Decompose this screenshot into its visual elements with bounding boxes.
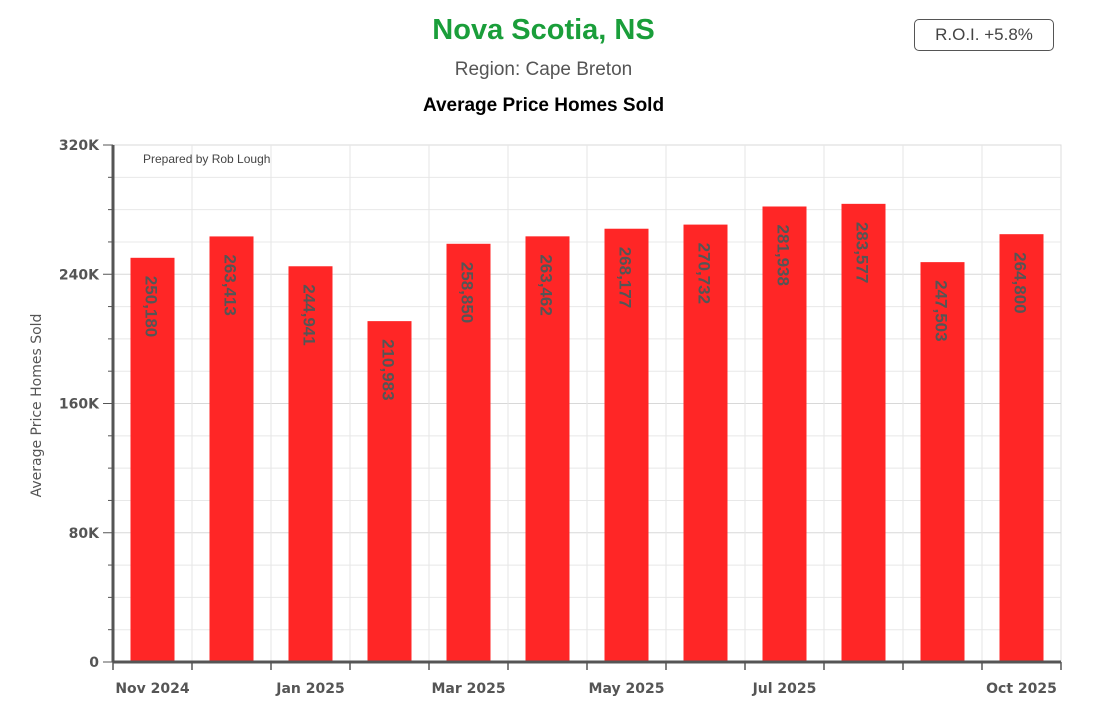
bar-apr-2025[interactable]	[525, 236, 570, 662]
bar-value-label: 210,983	[379, 339, 398, 400]
y-tick-label: 240K	[59, 267, 100, 283]
bar-feb-2025[interactable]	[367, 321, 412, 662]
y-tick-label: 160K	[59, 397, 100, 413]
bar-value-label: 263,462	[537, 254, 556, 315]
bar-value-label: 268,177	[616, 247, 635, 308]
x-tick-label: Jul 2025	[752, 681, 817, 697]
bar-value-label: 263,413	[221, 254, 240, 315]
bar-jan-2025[interactable]	[288, 266, 333, 662]
x-tick-label: Jan 2025	[275, 681, 344, 697]
x-tick-label: Mar 2025	[431, 681, 505, 697]
roi-badge[interactable]: R.O.I. +5.8%	[914, 19, 1054, 51]
region-subtitle: Region: Cape Breton	[454, 59, 633, 80]
chart-title: Average Price Homes Sold	[422, 95, 665, 116]
bar-value-label: 270,732	[695, 243, 714, 304]
x-tick-label: Nov 2024	[115, 681, 190, 697]
bar-value-label: 281,938	[774, 224, 793, 285]
bar-value-label: 258,850	[458, 262, 477, 323]
x-tick-label: Oct 2025	[986, 681, 1057, 697]
bar-sep-2025[interactable]	[920, 262, 965, 662]
bar-value-label: 264,800	[1011, 252, 1030, 313]
x-tick-label: May 2025	[589, 681, 665, 697]
bar-oct-2025[interactable]	[999, 234, 1044, 662]
bar-jul-2025[interactable]	[762, 206, 807, 663]
y-tick-label: 0	[89, 655, 99, 671]
bar-nov-2024[interactable]	[130, 257, 175, 662]
bar-dec-2024[interactable]	[209, 236, 254, 662]
bar-value-label: 247,503	[932, 280, 951, 341]
y-axis-title: Average Price Homes Sold	[29, 314, 45, 498]
bar-value-label: 283,577	[853, 222, 872, 283]
bar-jun-2025[interactable]	[683, 224, 728, 662]
bar-may-2025[interactable]	[604, 228, 649, 662]
bar-value-label: 244,941	[300, 284, 319, 345]
y-tick-label: 320K	[59, 138, 100, 154]
y-tick-label: 80K	[69, 526, 100, 542]
bar-mar-2025[interactable]	[446, 243, 491, 662]
bar-aug-2025[interactable]	[841, 203, 886, 662]
bar-value-label: 250,180	[142, 276, 161, 337]
prepared-by-annotation: Prepared by Rob Lough	[143, 152, 270, 166]
chart-main-title: Nova Scotia, NS	[432, 14, 655, 46]
